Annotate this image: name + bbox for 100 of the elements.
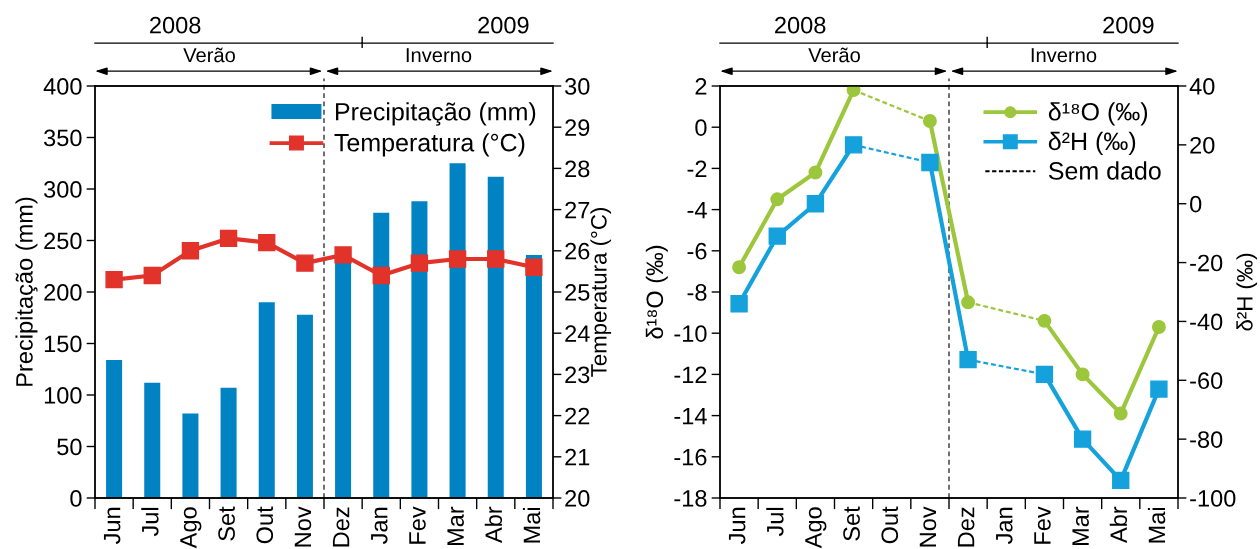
x-tick-label: Dez	[957, 507, 975, 547]
x-tick-label: Jul	[141, 507, 159, 537]
y-tick-label: -4	[687, 201, 707, 219]
bar	[106, 359, 123, 498]
x-tick-label: Out	[881, 506, 899, 544]
y-tick-label: 300	[44, 181, 82, 198]
legend-label: δ¹⁸O (‰)	[1048, 102, 1148, 126]
y-tick-label: 100	[44, 387, 82, 404]
bar	[487, 176, 504, 498]
point	[808, 165, 823, 180]
x-tick-label: Dez	[332, 507, 350, 547]
x-tick-label: Abr	[484, 506, 503, 544]
point	[487, 250, 505, 268]
x-tick-label: Nov	[919, 506, 937, 547]
y2-tick-label: 29	[565, 119, 590, 136]
y2-tick-label: 30	[565, 78, 590, 95]
text: 2008	[775, 16, 826, 34]
bar	[182, 413, 199, 498]
point	[181, 242, 200, 260]
x-tick-label: Nov	[294, 506, 312, 547]
point	[525, 258, 543, 276]
y2-tick-label: 28	[565, 160, 590, 178]
x-tick-label: Jun	[728, 507, 746, 545]
x-tick-label: Ago	[180, 507, 202, 549]
bar	[220, 387, 237, 498]
y-tick-label: 250	[44, 232, 82, 250]
point	[768, 227, 786, 245]
point	[296, 254, 314, 272]
bar	[411, 201, 428, 498]
y-tick-label: -6	[687, 242, 707, 260]
point	[1113, 406, 1128, 421]
point	[410, 254, 429, 272]
y2-tick-label: 23	[565, 366, 590, 384]
y-tick-label: 150	[44, 335, 82, 353]
y2-tick-label: 40	[1189, 78, 1215, 95]
y-tick-label: -2	[687, 160, 707, 177]
y2-tick-label: 22	[565, 407, 590, 425]
y2-axis-title: δ²H (‰)	[1236, 253, 1258, 331]
x-tick-label: Jun	[103, 507, 121, 545]
text: Verão	[808, 47, 860, 63]
text: 2008	[150, 16, 201, 34]
y2-tick-label: -20	[1190, 254, 1223, 272]
point	[258, 233, 276, 252]
x-tick-label: Fev	[409, 506, 426, 544]
legend-label: Precipitação (mm)	[335, 102, 536, 126]
legend-label: Temperatura (°C)	[334, 133, 525, 157]
y2-tick-label: -40	[1190, 313, 1223, 331]
bar	[258, 302, 275, 498]
x-tick-label: Mar	[447, 506, 464, 546]
point	[1151, 320, 1166, 334]
y2-tick-label: 21	[565, 448, 590, 466]
x-tick-label: Jul	[766, 507, 784, 537]
y-tick-label: -14	[674, 407, 707, 425]
y2-tick-label: -100	[1190, 490, 1236, 507]
x-tick-label: Mai	[1147, 507, 1166, 543]
text: Verão	[183, 47, 235, 63]
x-tick-label: Ago	[805, 507, 827, 549]
y-tick-label: 50	[57, 438, 82, 456]
point	[143, 266, 161, 285]
y2-tick-label: 24	[565, 325, 590, 342]
point	[730, 295, 748, 313]
y-tick-label: 200	[44, 284, 82, 301]
annotation: Sem dado	[1048, 161, 1161, 180]
y2-tick-label: 25	[565, 284, 590, 301]
point	[1112, 471, 1130, 490]
y-axis-title: δ¹⁸O (‰)	[645, 245, 668, 339]
x-tick-label: Abr	[1109, 506, 1128, 544]
x-tick-label: Jan	[371, 507, 388, 545]
point	[219, 229, 238, 248]
point	[1075, 367, 1090, 382]
bar	[373, 212, 390, 498]
y2-tick-label: 26	[565, 242, 590, 260]
y-tick-label: 2	[695, 78, 707, 95]
y2-tick-label: -80	[1190, 431, 1223, 448]
bar	[449, 163, 466, 498]
x-tick-label: Mai	[522, 507, 541, 543]
point	[961, 295, 976, 310]
point	[921, 153, 939, 172]
point	[959, 351, 977, 369]
y2-tick-label: 20	[565, 490, 590, 507]
y-tick-label: -8	[687, 284, 707, 301]
point	[448, 250, 467, 268]
y-axis-title: Precipitação (mm)	[15, 197, 38, 386]
x-tick-label: Fev	[1034, 506, 1051, 544]
text: Inverno	[406, 48, 472, 63]
x-tick-label: Set	[218, 506, 235, 541]
point	[1073, 430, 1092, 448]
y-tick-label: 350	[44, 129, 82, 147]
point	[105, 270, 123, 289]
text: 2009	[1103, 16, 1154, 34]
bar	[144, 382, 161, 498]
y2-tick-label: 20	[1190, 136, 1215, 154]
y-tick-label: -16	[674, 448, 707, 466]
y2-tick-label: -60	[1190, 372, 1223, 390]
point	[334, 246, 352, 264]
point	[846, 86, 861, 98]
text: Inverno	[1031, 48, 1097, 63]
y2-axis-title: Temperatura (°C)	[590, 208, 612, 377]
bar	[525, 254, 542, 498]
y2-tick-label: 27	[565, 201, 590, 219]
